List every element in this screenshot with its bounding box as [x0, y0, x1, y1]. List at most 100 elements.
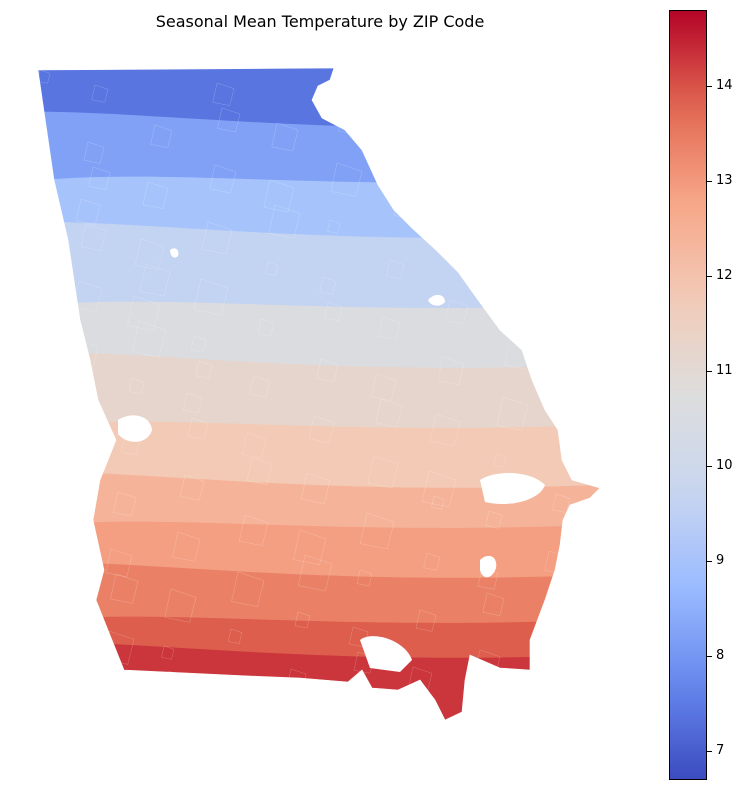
zip-boundary: [271, 122, 299, 152]
zip-boundary: [263, 179, 295, 213]
zip-boundary: [113, 491, 137, 517]
zip-boundary: [38, 647, 67, 681]
zip-boundary: [142, 181, 169, 209]
zip-boundary: [268, 204, 301, 239]
zip-boundary: [139, 263, 171, 297]
colorbar-tick-label: 9: [716, 553, 725, 569]
zip-boundary: [165, 670, 181, 686]
zip-boundary: [249, 375, 271, 398]
colorbar-tick-label: 14: [716, 78, 733, 94]
map-title: Seasonal Mean Temperature by ZIP Code: [155, 12, 485, 31]
zip-boundary: [319, 276, 337, 295]
zip-boundary: [195, 360, 213, 379]
lake-hole: [480, 555, 497, 578]
zip-boundary: [324, 301, 343, 321]
zip-boundary: [164, 588, 197, 623]
zip-boundary: [80, 223, 107, 251]
lake-hole: [118, 415, 152, 442]
zip-boundary: [367, 455, 399, 489]
zip-boundary: [128, 377, 145, 395]
zip-boundary: [265, 261, 279, 276]
zip-boundary: [359, 512, 395, 550]
colorbar-tick: [707, 561, 712, 563]
zip-boundary: [316, 358, 339, 382]
colorbar-tick-label: 13: [716, 173, 733, 189]
zip-boundary: [558, 354, 591, 389]
zip-boundary: [514, 200, 535, 222]
zip-boundary: [150, 124, 173, 148]
zip-boundary: [356, 569, 373, 587]
zip-boundary: [421, 470, 457, 508]
zip-boundary: [566, 297, 595, 328]
zip-boundary: [58, 476, 79, 498]
zip-boundary: [431, 495, 445, 510]
zip-boundary: [375, 398, 403, 428]
colorbar-tick: [707, 751, 712, 753]
zip-boundary: [83, 141, 105, 164]
zip-boundary: [257, 318, 275, 337]
zip-boundary: [404, 88, 435, 120]
zip-boundary: [445, 299, 469, 325]
zip-boundary: [131, 320, 167, 358]
zip-boundary: [429, 413, 461, 447]
zip-boundary: [293, 529, 327, 565]
zip-boundary: [401, 724, 429, 753]
zip-boundary: [459, 103, 493, 139]
zip-boundary: [238, 514, 269, 546]
zip-boundary: [217, 107, 241, 133]
zip-boundary: [522, 143, 539, 161]
zip-boundary: [172, 531, 201, 562]
lake-hole: [428, 294, 445, 306]
zip-boundary: [528, 664, 559, 696]
colorbar-tick: [707, 181, 712, 183]
zip-boundary: [159, 728, 177, 747]
zip-boundary: [496, 396, 529, 431]
colorbar-tick-label: 11: [716, 363, 733, 379]
zip-boundary: [584, 101, 600, 119]
temperature-bands: [38, 68, 600, 753]
zip-boundary: [455, 160, 471, 176]
zip-boundary: [220, 685, 239, 705]
zip-boundary: [209, 164, 237, 194]
lake-hole: [170, 248, 179, 258]
colorbar-tick: [707, 371, 712, 373]
zip-boundary: [127, 295, 161, 331]
zip-boundary: [190, 335, 207, 353]
zip-boundary: [179, 474, 205, 501]
zip-boundary: [182, 392, 203, 414]
zip-boundary: [397, 145, 431, 181]
zip-boundary: [187, 417, 209, 440]
zip-boundary: [378, 316, 401, 340]
colorbar-tick: [707, 276, 712, 278]
zip-boundary: [563, 379, 597, 415]
zip-boundary: [201, 221, 233, 255]
colorbar-tick-label: 12: [716, 268, 733, 284]
zip-boundary: [110, 573, 139, 604]
zip-boundary: [99, 687, 113, 702]
zip-boundary: [581, 183, 600, 206]
colorbar-tick-label: 8: [716, 648, 725, 664]
zip-boundary: [525, 86, 561, 124]
lake-hole: [360, 636, 412, 672]
zip-boundary: [533, 689, 565, 720]
zip-boundary: [327, 219, 341, 234]
zip-boundary: [297, 554, 333, 592]
zip-boundary: [511, 282, 537, 309]
colorbar-tick-label: 7: [716, 743, 725, 759]
colorbar-tick: [707, 86, 712, 88]
zip-boundary: [573, 240, 599, 267]
zip-boundary: [231, 571, 265, 607]
zip-boundary: [280, 726, 303, 750]
water-areas: [118, 248, 545, 672]
zip-boundary: [193, 278, 229, 316]
colorbar-tick-label: 10: [716, 458, 733, 474]
zip-boundary: [466, 706, 497, 720]
zip-boundary: [386, 259, 405, 279]
zip-boundary: [212, 82, 235, 106]
zip-boundary: [415, 609, 437, 632]
zip-boundary: [51, 533, 75, 559]
colorbar-tick: [707, 466, 712, 468]
zip-boundary: [308, 415, 335, 443]
zip-boundary: [507, 257, 531, 283]
